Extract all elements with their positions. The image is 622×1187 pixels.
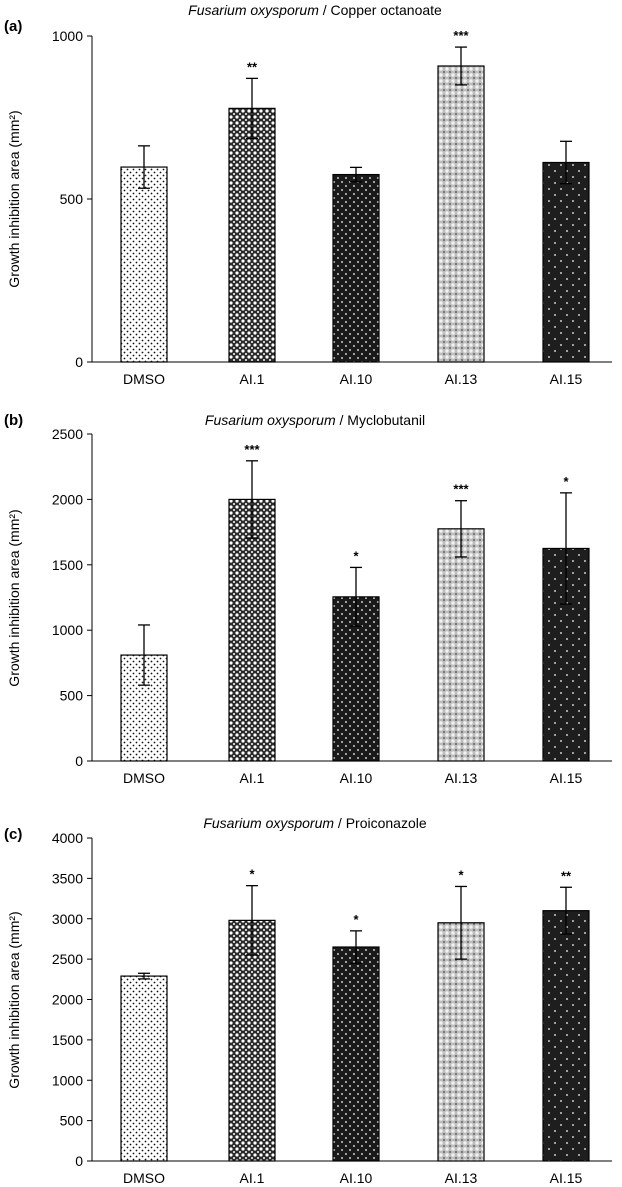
bar-ai1 — [228, 498, 276, 762]
chart-title: Fusarium oxysporum / Myclobutanil — [90, 412, 540, 428]
bar-ai13 — [437, 922, 485, 1162]
y-tick-label: 1000 — [52, 622, 83, 638]
bar-dmso — [120, 975, 168, 1162]
x-tick-label: DMSO — [123, 371, 165, 387]
y-tick-label: 2000 — [52, 491, 83, 507]
error-bar — [246, 460, 258, 539]
x-tick-label: AI.15 — [550, 371, 583, 387]
chart-panel-a: (a) Fusarium oxysporum / Copper octanoat… — [0, 0, 622, 390]
y-tick-label: 1500 — [52, 1032, 83, 1048]
y-tick-label: 3000 — [52, 911, 83, 927]
y-tick-label: 0 — [75, 354, 83, 370]
significance-label: * — [353, 548, 359, 563]
bar-ai13 — [437, 528, 485, 762]
y-tick-label: 3500 — [52, 870, 83, 886]
bar-chart: 0 500 1000 1500 2000 2500 DMSO AI.1 *** AI.10 * AI.… — [52, 426, 612, 786]
bar-ai15 — [542, 910, 590, 1162]
error-bar — [246, 884, 258, 956]
error-bar — [560, 886, 572, 935]
y-tick-label: 500 — [60, 1113, 84, 1129]
x-tick-label: AI.10 — [340, 371, 373, 387]
error-bar — [560, 140, 572, 185]
x-tick-label: AI.1 — [240, 770, 265, 786]
y-tick-label: 0 — [75, 753, 83, 769]
significance-label: * — [353, 912, 359, 927]
x-tick-label: AI.1 — [240, 371, 265, 387]
y-tick-label: 0 — [75, 1153, 83, 1169]
x-tick-label: DMSO — [123, 770, 165, 786]
y-tick-label: 1000 — [52, 28, 83, 44]
bar-ai15 — [542, 161, 590, 363]
chart-title-italic: Fusarium oxysporum — [203, 815, 335, 831]
bar-ai1 — [228, 919, 276, 1162]
y-tick-label: 2500 — [52, 426, 83, 442]
significance-label: ** — [247, 59, 258, 74]
y-tick-label: 1000 — [52, 1072, 83, 1088]
bar-ai10 — [332, 173, 380, 363]
error-bar — [350, 566, 362, 627]
panel-label: (a) — [4, 18, 23, 35]
x-tick-label: AI.10 — [340, 770, 373, 786]
significance-label: * — [458, 867, 464, 882]
error-bar — [455, 46, 467, 86]
bar-chart: 0 500 1000 DMSO AI.1 ** AI.10 AI.13 *** AI.15 — [52, 28, 612, 387]
chart-title: Fusarium oxysporum / Proiconazole — [90, 815, 540, 831]
chart-title-rest: / Proiconazole — [334, 815, 427, 831]
error-bar — [138, 145, 150, 189]
x-tick-label: AI.15 — [550, 1170, 583, 1186]
bar-ai10 — [332, 946, 380, 1162]
significance-label: *** — [453, 482, 469, 497]
significance-label: *** — [453, 28, 469, 43]
y-tick-label: 500 — [60, 191, 84, 207]
chart-title-italic: Fusarium oxysporum — [204, 412, 336, 428]
significance-label: ** — [561, 868, 572, 883]
y-tick-label: 4000 — [52, 830, 83, 846]
y-tick-label: 2500 — [52, 951, 83, 967]
chart-title-rest: / Myclobutanil — [335, 412, 426, 428]
x-tick-label: AI.13 — [445, 770, 478, 786]
y-tick-label: 500 — [60, 688, 84, 704]
x-tick-label: AI.10 — [340, 1170, 373, 1186]
panel-label: (c) — [4, 826, 23, 843]
y-tick-label: 1500 — [52, 557, 83, 573]
chart-title: Fusarium oxysporum / Copper octanoate — [90, 2, 540, 18]
bar-ai1 — [228, 107, 276, 363]
error-bar — [455, 885, 467, 960]
x-tick-label: DMSO — [123, 1170, 165, 1186]
error-bar — [246, 77, 258, 140]
error-bar — [455, 500, 467, 558]
significance-label: * — [249, 867, 255, 882]
x-tick-label: AI.13 — [445, 1170, 478, 1186]
error-bar — [138, 972, 150, 980]
x-tick-label: AI.15 — [550, 770, 583, 786]
significance-label: *** — [244, 442, 260, 457]
error-bar — [350, 166, 362, 183]
x-tick-label: AI.13 — [445, 371, 478, 387]
chart-title-italic: Fusarium oxysporum — [188, 2, 319, 18]
y-tick-label: 2000 — [52, 992, 83, 1008]
chart-panel-b: (b) Fusarium oxysporum / Myclobutanil Gr… — [4, 412, 612, 786]
significance-label: * — [563, 474, 569, 489]
panel-label: (b) — [4, 412, 24, 429]
error-bar — [138, 624, 150, 686]
x-tick-label: AI.1 — [240, 1170, 265, 1186]
chart-title-rest: / Copper octanoate — [318, 2, 442, 18]
error-bar — [350, 930, 362, 964]
error-bar — [560, 492, 572, 605]
